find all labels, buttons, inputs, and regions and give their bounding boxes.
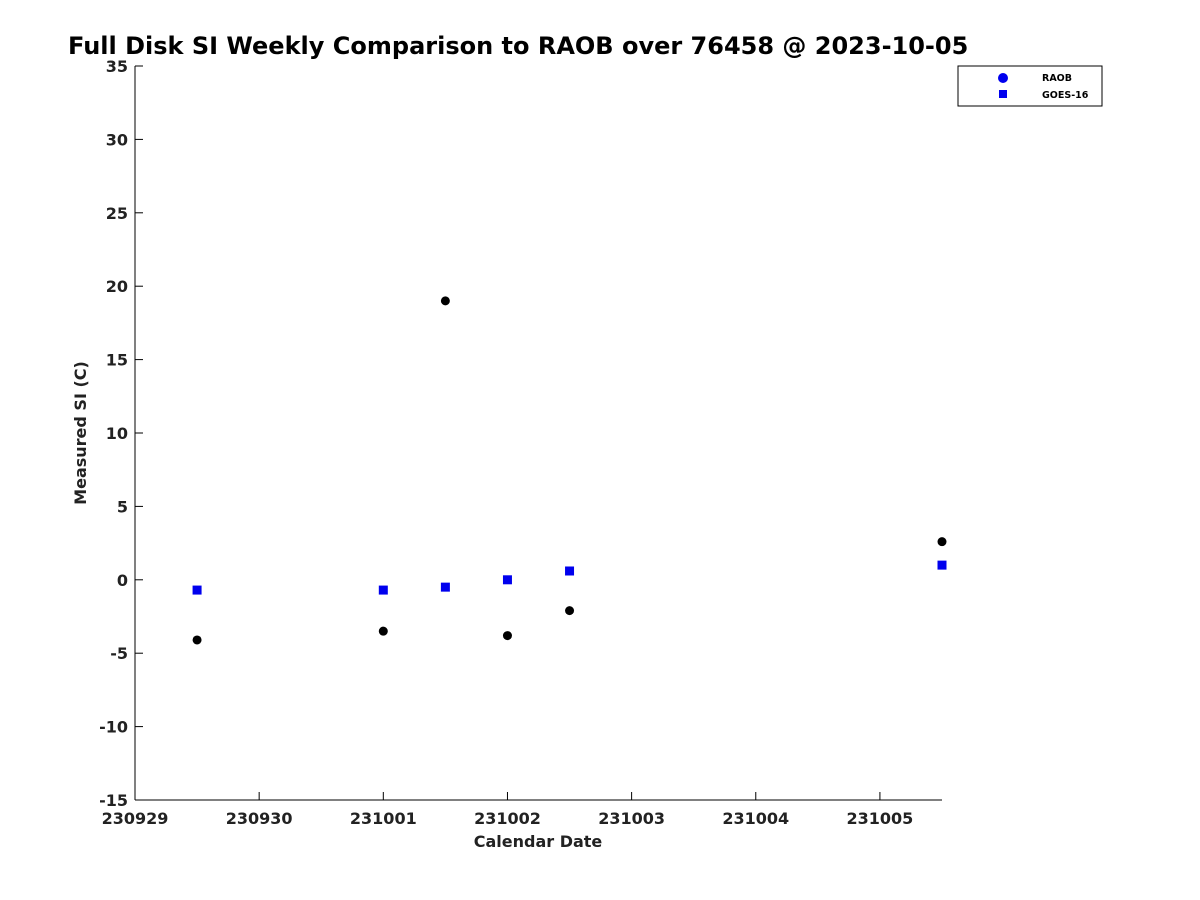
- legend-raob-label: RAOB: [1042, 73, 1072, 84]
- x-tick-label: 231001: [350, 809, 417, 828]
- axes: [134, 66, 942, 801]
- legend-box: [957, 65, 1103, 107]
- x-ticks: 230929 230930 231001 231002 231003 231004 2310…: [102, 792, 914, 828]
- goes16-point: [378, 585, 388, 595]
- data-points: [192, 296, 947, 645]
- y-tick-label: 30: [106, 130, 128, 149]
- y-tick-label: 35: [106, 57, 128, 76]
- goes16-point: [565, 566, 575, 576]
- x-tick-label: 231005: [847, 809, 914, 828]
- y-tick-label: 25: [106, 204, 128, 223]
- y-tick-label: 10: [106, 424, 128, 443]
- chart-title: Full Disk SI Weekly Comparison to RAOB o…: [68, 32, 968, 60]
- raob-point: [192, 635, 202, 645]
- legend-raob-marker: [998, 73, 1008, 83]
- legend-goes16-marker: [999, 90, 1007, 98]
- goes16-point: [440, 582, 450, 592]
- goes16-point: [937, 560, 947, 570]
- x-tick-label: 231004: [722, 809, 789, 828]
- y-tick-label: -15: [99, 791, 128, 810]
- x-tick-label: 231002: [474, 809, 541, 828]
- x-tick-label: 230929: [102, 809, 169, 828]
- goes16-point: [192, 585, 202, 595]
- legend: RAOB GOES-16: [957, 65, 1103, 107]
- raob-point: [378, 626, 388, 636]
- x-axis-label: Calendar Date: [474, 832, 603, 851]
- raob-point: [565, 606, 575, 616]
- raob-point: [440, 296, 450, 306]
- y-tick-label: -5: [110, 644, 128, 663]
- y-tick-label: 0: [117, 571, 128, 590]
- y-tick-label: 15: [106, 351, 128, 370]
- x-tick-label: 230930: [226, 809, 293, 828]
- raob-point: [502, 631, 512, 641]
- y-tick-label: 20: [106, 277, 128, 296]
- y-ticks: -15 -10 -5 0 5 10 15 20 25 30 35: [99, 57, 143, 810]
- raob-point: [937, 537, 947, 547]
- goes16-point: [502, 575, 512, 585]
- y-axis-label: Measured SI (C): [71, 361, 90, 505]
- y-tick-label: -10: [99, 718, 128, 737]
- x-tick-label: 231003: [598, 809, 665, 828]
- legend-goes16-label: GOES-16: [1042, 90, 1089, 101]
- y-tick-label: 5: [117, 497, 128, 516]
